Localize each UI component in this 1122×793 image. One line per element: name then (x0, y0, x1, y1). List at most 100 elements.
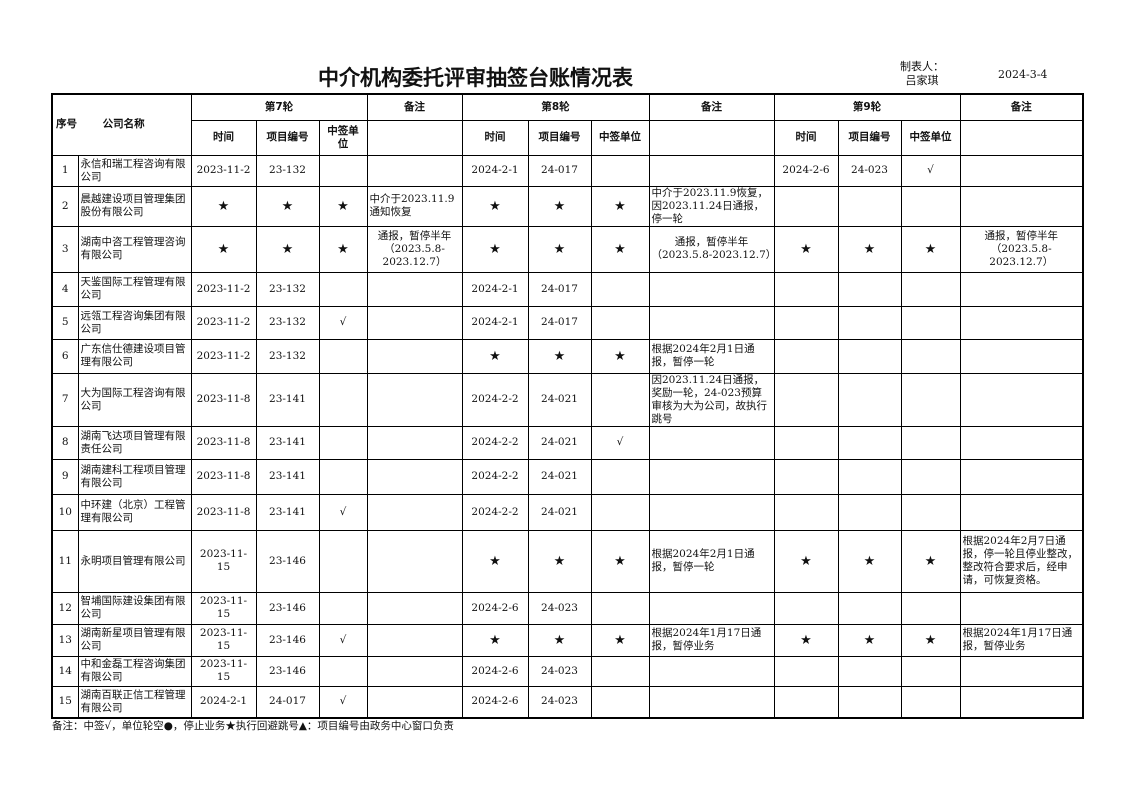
company-name: 中和金磊工程咨询集团有限公司 (77, 655, 192, 687)
round9-time: 2024-2-6 (773, 154, 839, 187)
company-name: 晨越建设项目管理集团股份有限公司 (77, 185, 192, 227)
round8-note (648, 591, 775, 625)
round7-time: 2023-11-2 (190, 338, 257, 374)
star-icon: ★ (255, 185, 320, 227)
round8-code: 24-023 (527, 655, 592, 687)
round7-won (318, 154, 368, 187)
table-row: 8 湖南飞达项目管理有限责任公司 2023-11-8 23-141 2024-2-2 24… (51, 425, 1084, 460)
round8-won (590, 591, 650, 625)
report-date: 2024-3-4 (998, 68, 1048, 81)
round9-note (959, 493, 1084, 531)
round7-code: 23-132 (255, 154, 320, 187)
row-seq: 4 (51, 271, 79, 307)
round9-time (773, 372, 839, 427)
round7-code: 23-146 (255, 623, 320, 657)
star-icon: ★ (527, 338, 592, 374)
round9-note (959, 271, 1084, 307)
round7-code: 23-132 (255, 338, 320, 374)
round8-note (648, 271, 775, 307)
round7-won (318, 458, 368, 495)
round7-note (366, 372, 463, 427)
round7-code: 23-132 (255, 305, 320, 340)
header-note9-sub (959, 119, 1084, 156)
round9-note (959, 305, 1084, 340)
star-icon: ★ (461, 529, 529, 593)
round7-note (366, 305, 463, 340)
round7-note: 中介于2023.11.9通知恢复 (366, 185, 463, 227)
star-icon: ★ (255, 225, 320, 273)
round9-won (900, 338, 961, 374)
row-seq: 13 (51, 623, 79, 657)
round7-won: √ (318, 493, 368, 531)
round9-note (959, 185, 1084, 227)
round9-won (900, 655, 961, 687)
company-name: 湖南新星项目管理有限公司 (77, 623, 192, 657)
round9-won: √ (900, 154, 961, 187)
star-icon: ★ (837, 225, 902, 273)
round8-note (648, 458, 775, 495)
round9-time (773, 685, 839, 719)
round9-note: 根据2024年2月7日通报，停一轮且停业整改，整改符合要求后，经申请，可恢复资格… (959, 529, 1084, 593)
table-row: 2 晨越建设项目管理集团股份有限公司 ★ ★ ★ 中介于2023.11.9通知恢复 ★ ★ ★ 中… (51, 185, 1084, 227)
star-icon: ★ (461, 225, 529, 273)
company-name: 天鉴国际工程管理有限公司 (77, 271, 192, 307)
round8-code: 24-017 (527, 305, 592, 340)
round8-code: 24-017 (527, 271, 592, 307)
round8-time: 2024-2-1 (461, 271, 529, 307)
round8-won (590, 372, 650, 427)
header-won8: 中签单位 (590, 119, 650, 156)
round9-won (900, 493, 961, 531)
round9-code (837, 185, 902, 227)
round9-note: 通报，暂停半年（2023.5.8-2023.12.7） (959, 225, 1084, 273)
star-icon: ★ (837, 529, 902, 593)
round7-won: √ (318, 305, 368, 340)
round7-note (366, 591, 463, 625)
star-icon: ★ (900, 529, 961, 593)
round9-code (837, 655, 902, 687)
round9-time (773, 591, 839, 625)
round7-time: 2023-11-8 (190, 372, 257, 427)
star-icon: ★ (527, 185, 592, 227)
header-note9: 备注 (959, 93, 1084, 121)
star-icon: ★ (590, 185, 650, 227)
star-icon: ★ (190, 185, 257, 227)
round9-code (837, 591, 902, 625)
round7-code: 23-141 (255, 425, 320, 460)
round9-code (837, 338, 902, 374)
header-code9: 项目编号 (837, 119, 902, 156)
star-icon: ★ (461, 623, 529, 657)
star-icon: ★ (837, 623, 902, 657)
row-seq: 2 (51, 185, 79, 227)
round8-code: 24-021 (527, 458, 592, 495)
round7-code: 23-141 (255, 372, 320, 427)
round8-time: 2024-2-6 (461, 591, 529, 625)
round8-won (590, 271, 650, 307)
round7-won (318, 271, 368, 307)
header-row-1: 序号 公司名称 第7轮 备注 第8轮 备注 第9轮 备注 (51, 93, 1084, 156)
row-seq: 6 (51, 338, 79, 374)
header-code7: 项目编号 (255, 119, 320, 156)
table-row: 14 中和金磊工程咨询集团有限公司 2023-11-15 23-146 2024-2-6… (51, 655, 1084, 687)
round9-code (837, 271, 902, 307)
round7-time: 2023-11-8 (190, 493, 257, 531)
round7-won (318, 425, 368, 460)
round7-time: 2023-11-15 (190, 529, 257, 593)
header-code8: 项目编号 (527, 119, 592, 156)
round8-time: 2024-2-2 (461, 372, 529, 427)
round8-note: 根据2024年2月1日通报，暂停一轮 (648, 338, 775, 374)
star-icon: ★ (461, 185, 529, 227)
round7-won: √ (318, 685, 368, 719)
round8-won (590, 305, 650, 340)
round9-note (959, 685, 1084, 719)
round7-code: 23-146 (255, 591, 320, 625)
star-icon: ★ (773, 623, 839, 657)
round8-code: 24-021 (527, 425, 592, 460)
row-seq: 3 (51, 225, 79, 273)
company-name: 远瓴工程咨询集团有限公司 (77, 305, 192, 340)
round7-time: 2023-11-2 (190, 305, 257, 340)
round7-note (366, 493, 463, 531)
round7-time: 2024-2-1 (190, 685, 257, 719)
round7-code: 23-132 (255, 271, 320, 307)
table-row: 12 智埔国际建设集团有限公司 2023-11-15 23-146 2024-2-6 24… (51, 591, 1084, 625)
star-icon: ★ (590, 623, 650, 657)
